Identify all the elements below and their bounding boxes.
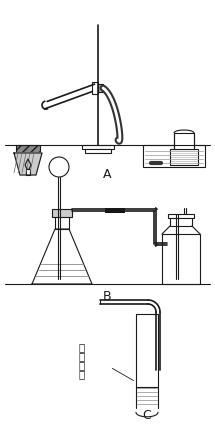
Bar xyxy=(170,216,192,226)
Bar xyxy=(105,207,125,213)
Bar xyxy=(26,169,30,175)
Text: 蜡: 蜡 xyxy=(79,351,85,361)
Bar xyxy=(85,149,111,153)
Bar xyxy=(174,133,194,149)
Bar xyxy=(82,145,114,149)
Bar xyxy=(98,84,103,92)
Bar xyxy=(93,85,103,90)
Text: A: A xyxy=(103,168,111,181)
Bar xyxy=(168,214,194,218)
Text: 溶: 溶 xyxy=(79,360,85,370)
Bar xyxy=(143,145,205,167)
Bar xyxy=(52,209,72,217)
Text: 石: 石 xyxy=(79,342,85,352)
Text: C: C xyxy=(143,409,151,422)
Text: B: B xyxy=(103,289,111,302)
Polygon shape xyxy=(14,153,42,175)
Circle shape xyxy=(49,157,69,177)
Bar xyxy=(55,215,69,229)
Bar xyxy=(162,234,200,284)
Text: 液: 液 xyxy=(79,369,85,379)
Bar xyxy=(170,149,198,165)
Polygon shape xyxy=(32,229,92,284)
Bar xyxy=(92,82,98,94)
Bar xyxy=(16,145,40,153)
